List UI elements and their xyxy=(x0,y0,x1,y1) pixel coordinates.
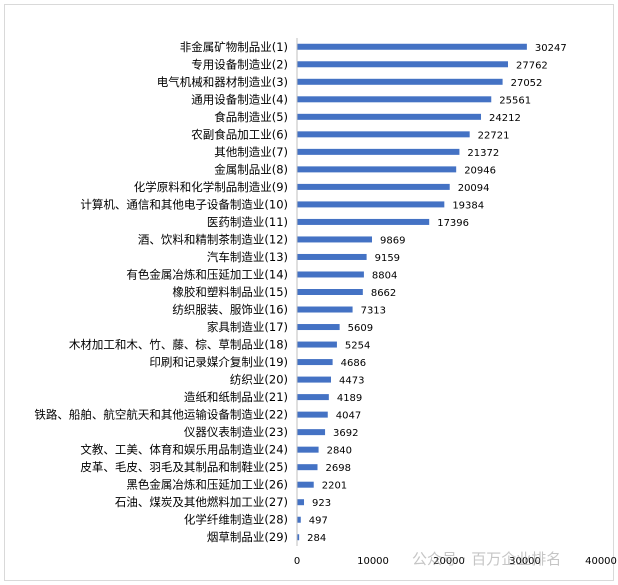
value-label: 7313 xyxy=(361,306,386,317)
category-label: 农副食品加工业(6) xyxy=(191,127,288,141)
x-ticks-group: 0 10000 20000 30000 40000 xyxy=(294,556,617,567)
value-label: 497 xyxy=(309,516,328,527)
category-label: 皮革、毛皮、羽毛及其制品和制鞋业(25) xyxy=(80,460,288,474)
bar xyxy=(297,218,430,225)
value-label: 17396 xyxy=(437,218,469,229)
value-labels-group: 30247 27762 27052 25561 24212 22721 21372 20946… xyxy=(307,43,567,544)
category-label: 电气机械和器材制造业(3) xyxy=(157,75,288,89)
bar xyxy=(297,499,305,506)
value-label: 27052 xyxy=(511,78,543,89)
value-label: 20094 xyxy=(458,183,490,194)
category-label: 汽车制造业(13) xyxy=(207,250,288,264)
category-label: 化学纤维制造业(28) xyxy=(184,513,288,527)
bar xyxy=(297,394,329,401)
category-label: 非金属矿物制品业(1) xyxy=(180,40,288,54)
bar xyxy=(297,271,364,278)
bar xyxy=(297,289,363,295)
category-label: 文教、工美、体育和娱乐用品制造业(24) xyxy=(80,443,288,457)
category-label: 其他制造业(7) xyxy=(214,145,288,159)
value-label: 2840 xyxy=(327,446,352,457)
bar xyxy=(297,78,503,85)
value-label: 27762 xyxy=(516,60,548,71)
category-label: 木材加工和木、竹、藤、棕、草制品业(18) xyxy=(69,338,288,352)
bar xyxy=(297,306,353,313)
x-tick-label: 20000 xyxy=(433,556,465,567)
bar xyxy=(297,43,527,50)
bar xyxy=(297,96,492,103)
x-tick-label: 10000 xyxy=(357,556,389,567)
category-label: 通用设备制造业(4) xyxy=(191,92,288,106)
bar xyxy=(297,236,373,243)
category-label: 铁路、船舶、航空航天和其他运输设备制造业(22) xyxy=(34,408,288,422)
category-label: 专用设备制造业(2) xyxy=(191,57,288,71)
value-label: 9869 xyxy=(380,235,405,246)
category-label: 金属制品业(8) xyxy=(214,162,288,176)
value-label: 4189 xyxy=(337,393,362,404)
bar xyxy=(297,446,319,453)
bar xyxy=(297,324,340,331)
bar xyxy=(297,113,482,120)
bar xyxy=(297,411,328,418)
category-label: 印刷和记录媒介复制业(19) xyxy=(149,355,288,369)
category-label: 医药制造业(11) xyxy=(207,215,288,229)
x-tick-label: 30000 xyxy=(509,556,541,567)
category-label: 食品制造业(5) xyxy=(214,110,288,124)
value-label: 5254 xyxy=(345,341,370,352)
value-label: 2201 xyxy=(322,481,347,492)
bar xyxy=(297,464,318,471)
value-label: 284 xyxy=(307,533,326,544)
value-label: 24212 xyxy=(489,113,521,124)
category-label: 石油、煤炭及其他燃料加工业(27) xyxy=(115,495,288,509)
category-label: 计算机、通信和其他电子设备制造业(10) xyxy=(80,197,288,211)
bar xyxy=(297,148,460,155)
bar xyxy=(297,201,445,208)
bar xyxy=(297,359,333,366)
value-label: 4047 xyxy=(336,411,361,422)
value-label: 2698 xyxy=(326,463,351,474)
category-label: 黑色金属冶炼和压延加工业(26) xyxy=(126,478,288,492)
bar xyxy=(297,131,470,138)
bar xyxy=(297,61,508,68)
category-label: 橡胶和塑料制品业(15) xyxy=(172,285,288,299)
category-label: 纺织服装、服饰业(16) xyxy=(172,303,288,317)
bar xyxy=(297,481,314,488)
value-label: 20946 xyxy=(464,165,496,176)
value-label: 4473 xyxy=(339,376,364,387)
x-tick-label: 0 xyxy=(294,556,300,567)
x-tick-label: 40000 xyxy=(585,556,617,567)
value-label: 5609 xyxy=(348,323,373,334)
bar xyxy=(297,429,326,436)
category-label: 家具制造业(17) xyxy=(207,320,288,334)
value-label: 19384 xyxy=(452,200,484,211)
value-label: 923 xyxy=(312,498,331,509)
value-label: 22721 xyxy=(478,130,510,141)
chart-frame xyxy=(4,4,614,581)
category-label: 烟草制品业(29) xyxy=(207,530,288,544)
watermark: 公众号 · 百万企业排名 xyxy=(412,550,562,568)
category-labels-group: 非金属矿物制品业(1) 专用设备制造业(2) 电气机械和器材制造业(3) 通用设备制造… xyxy=(34,40,288,544)
bar xyxy=(297,183,450,190)
bar xyxy=(297,253,367,260)
bars-group xyxy=(297,43,527,541)
value-label: 8804 xyxy=(372,270,397,281)
bar xyxy=(297,376,331,383)
bar xyxy=(297,166,457,173)
value-label: 30247 xyxy=(535,43,567,54)
bar xyxy=(297,534,300,541)
value-label: 21372 xyxy=(467,148,499,159)
value-label: 9159 xyxy=(375,253,400,264)
category-label: 仪器仪表制造业(23) xyxy=(184,425,288,439)
category-label: 纺织业(20) xyxy=(230,373,288,387)
category-label: 化学原料和化学制品制造业(9) xyxy=(134,180,288,194)
value-label: 4686 xyxy=(341,358,366,369)
category-label: 有色金属冶炼和压延加工业(14) xyxy=(126,267,288,281)
category-label: 造纸和纸制品业(21) xyxy=(184,390,288,404)
bar xyxy=(297,341,337,348)
category-label: 酒、饮料和精制茶制造业(12) xyxy=(138,232,288,246)
value-label: 8662 xyxy=(371,288,396,299)
value-label: 3692 xyxy=(333,428,358,439)
value-label: 25561 xyxy=(499,95,531,106)
bar xyxy=(297,516,301,523)
